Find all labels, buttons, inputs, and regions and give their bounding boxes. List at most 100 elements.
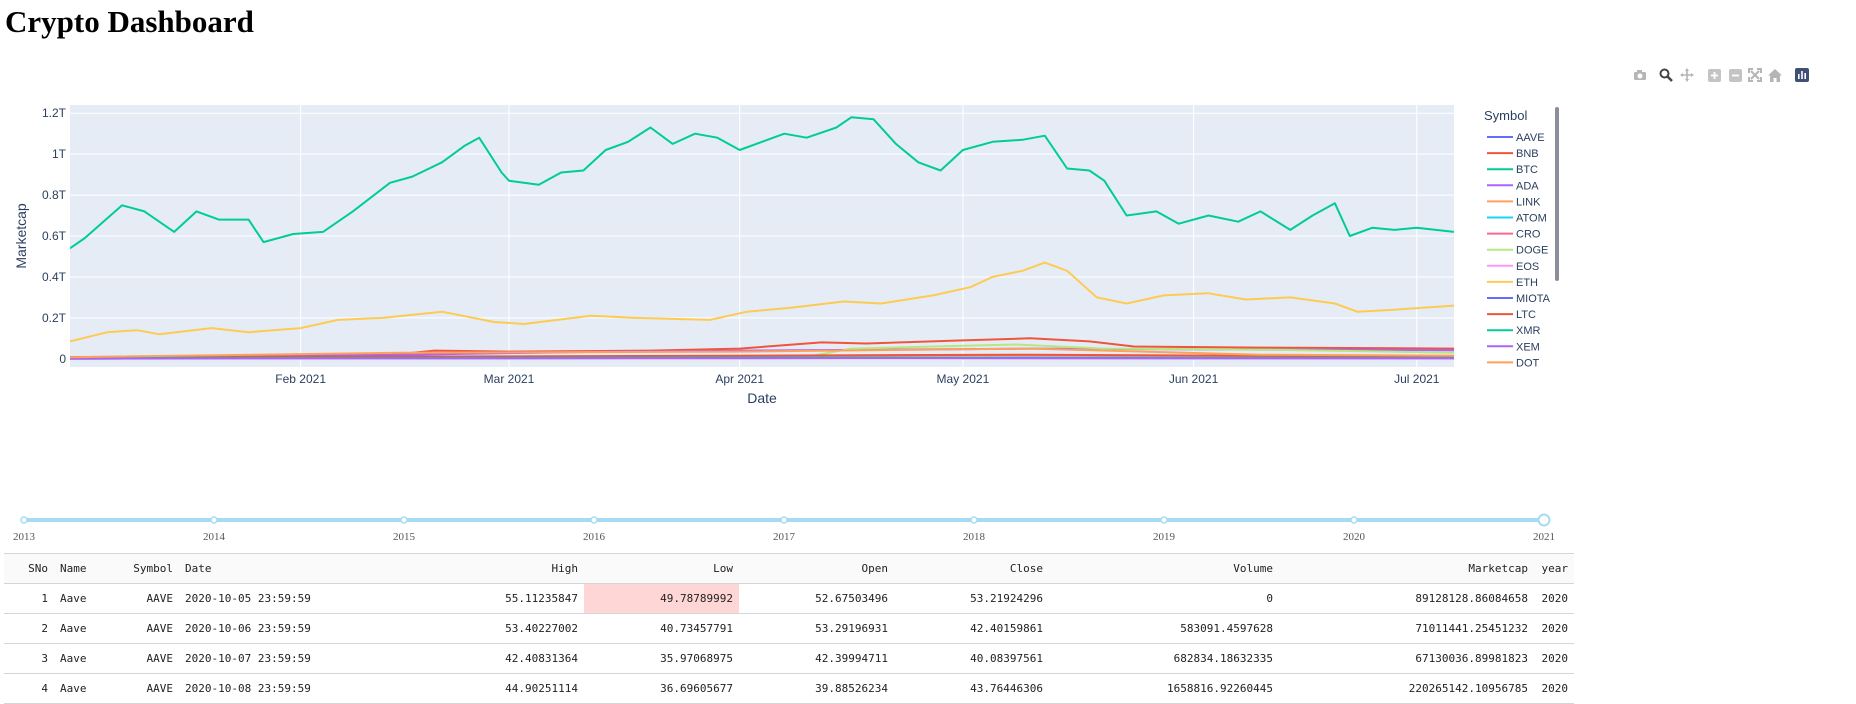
table-cell-open[interactable]: 52.67503496 [739, 584, 894, 614]
reset-axes-icon[interactable] [1765, 65, 1785, 85]
slider-year-label[interactable]: 2018 [963, 531, 986, 543]
table-cell-marketcap[interactable]: 67130036.89981823 [1279, 644, 1534, 674]
slider-dot[interactable] [591, 517, 597, 523]
slider-dot[interactable] [401, 517, 407, 523]
slider-dot[interactable] [971, 517, 977, 523]
legend-label-aave[interactable]: AAVE [1516, 132, 1545, 144]
column-header-name[interactable]: Name [54, 554, 119, 584]
table-cell-symbol[interactable]: AAVE [119, 584, 179, 614]
table-cell-low[interactable]: 40.73457791 [584, 614, 739, 644]
table-cell-low[interactable]: 35.97068975 [584, 644, 739, 674]
table-cell-sno[interactable]: 4 [4, 674, 54, 704]
slider-dot[interactable] [781, 517, 787, 523]
legend-label-bnb[interactable]: BNB [1516, 148, 1539, 160]
column-header-low[interactable]: Low [584, 554, 739, 584]
table-cell-high[interactable]: 53.40227002 [329, 614, 584, 644]
table-cell-symbol[interactable]: AAVE [119, 644, 179, 674]
table-cell-symbol[interactable]: AAVE [119, 674, 179, 704]
table-cell-symbol[interactable]: AAVE [119, 614, 179, 644]
table-cell-high[interactable]: 44.90251114 [329, 674, 584, 704]
table-cell-open[interactable]: 53.29196931 [739, 614, 894, 644]
column-header-symbol[interactable]: Symbol [119, 554, 179, 584]
table-cell-marketcap[interactable]: 71011441.25451232 [1279, 614, 1534, 644]
legend-label-ltc[interactable]: LTC [1516, 309, 1536, 321]
slider-year-label[interactable]: 2019 [1153, 531, 1176, 543]
table-cell-marketcap[interactable]: 220265142.10956785 [1279, 674, 1534, 704]
table-cell-date[interactable]: 2020-10-05 23:59:59 [179, 584, 329, 614]
table-cell-sno[interactable]: 2 [4, 614, 54, 644]
plotly-logo-icon[interactable] [1792, 65, 1812, 85]
table-cell-open[interactable]: 42.39994711 [739, 644, 894, 674]
table-cell-date[interactable]: 2020-10-07 23:59:59 [179, 644, 329, 674]
table-cell-sno[interactable]: 1 [4, 584, 54, 614]
table-cell-volume[interactable]: 682834.18632335 [1049, 644, 1279, 674]
table-cell-volume[interactable]: 583091.4597628 [1049, 614, 1279, 644]
table-cell-low[interactable]: 49.78789992 [584, 584, 739, 614]
table-cell-open[interactable]: 39.88526234 [739, 674, 894, 704]
column-header-high[interactable]: High [329, 554, 584, 584]
table-cell-year[interactable]: 2020 [1534, 584, 1574, 614]
table-cell-date[interactable]: 2020-10-06 23:59:59 [179, 614, 329, 644]
slider-year-label[interactable]: 2021 [1533, 531, 1555, 543]
column-header-sno[interactable]: SNo [4, 554, 54, 584]
autoscale-icon[interactable] [1745, 65, 1765, 85]
legend-scrollbar[interactable] [1555, 107, 1559, 281]
table-cell-name[interactable]: Aave [54, 674, 119, 704]
table-cell-name[interactable]: Aave [54, 614, 119, 644]
camera-icon[interactable] [1630, 65, 1650, 85]
table-cell-close[interactable]: 43.76446306 [894, 674, 1049, 704]
legend-label-xem[interactable]: XEM [1516, 341, 1540, 353]
table-cell-date[interactable]: 2020-10-08 23:59:59 [179, 674, 329, 704]
table-cell-sno[interactable]: 3 [4, 644, 54, 674]
legend-label-doge[interactable]: DOGE [1516, 245, 1548, 257]
table-cell-close[interactable]: 53.21924296 [894, 584, 1049, 614]
table-cell-name[interactable]: Aave [54, 644, 119, 674]
table-cell-high[interactable]: 42.40831364 [329, 644, 584, 674]
zoom-in-icon[interactable] [1704, 65, 1724, 85]
zoom-icon[interactable] [1656, 65, 1676, 85]
legend-label-eth[interactable]: ETH [1516, 277, 1538, 289]
slider-year-label[interactable]: 2013 [13, 531, 36, 543]
table-cell-name[interactable]: Aave [54, 584, 119, 614]
legend-label-xmr[interactable]: XMR [1516, 325, 1541, 337]
slider-year-label[interactable]: 2015 [393, 531, 416, 543]
slider-year-label[interactable]: 2016 [583, 531, 606, 543]
table-cell-volume[interactable]: 1658816.92260445 [1049, 674, 1279, 704]
legend-label-btc[interactable]: BTC [1516, 164, 1538, 176]
column-header-marketcap[interactable]: Marketcap [1279, 554, 1534, 584]
column-header-close[interactable]: Close [894, 554, 1049, 584]
table-cell-low[interactable]: 36.69605677 [584, 674, 739, 704]
table-cell-year[interactable]: 2020 [1534, 614, 1574, 644]
legend-label-link[interactable]: LINK [1516, 196, 1541, 208]
table-cell-volume[interactable]: 0 [1049, 584, 1279, 614]
legend-label-eos[interactable]: EOS [1516, 261, 1539, 273]
slider-dot[interactable] [21, 517, 27, 523]
slider-dot[interactable] [1351, 517, 1357, 523]
column-header-open[interactable]: Open [739, 554, 894, 584]
column-header-volume[interactable]: Volume [1049, 554, 1279, 584]
column-header-date[interactable]: Date [179, 554, 329, 584]
legend-label-miota[interactable]: MIOTA [1516, 293, 1551, 305]
column-header-year[interactable]: year [1534, 554, 1574, 584]
pan-icon[interactable] [1677, 65, 1697, 85]
table-cell-year[interactable]: 2020 [1534, 644, 1574, 674]
legend-label-cro[interactable]: CRO [1516, 229, 1541, 241]
table-cell-close[interactable]: 42.40159861 [894, 614, 1049, 644]
slider-year-label[interactable]: 2014 [203, 531, 226, 543]
table-cell-close[interactable]: 40.08397561 [894, 644, 1049, 674]
table-cell-year[interactable]: 2020 [1534, 674, 1574, 704]
slider-dot[interactable] [1161, 517, 1167, 523]
legend-label-ada[interactable]: ADA [1516, 180, 1539, 192]
legend-label-dot[interactable]: DOT [1516, 357, 1540, 369]
legend-label-atom[interactable]: ATOM [1516, 213, 1547, 225]
slider-handle[interactable] [1539, 515, 1550, 526]
slider-year-label[interactable]: 2020 [1343, 531, 1366, 543]
zoom-out-icon[interactable] [1725, 65, 1745, 85]
slider-dot[interactable] [211, 517, 217, 523]
